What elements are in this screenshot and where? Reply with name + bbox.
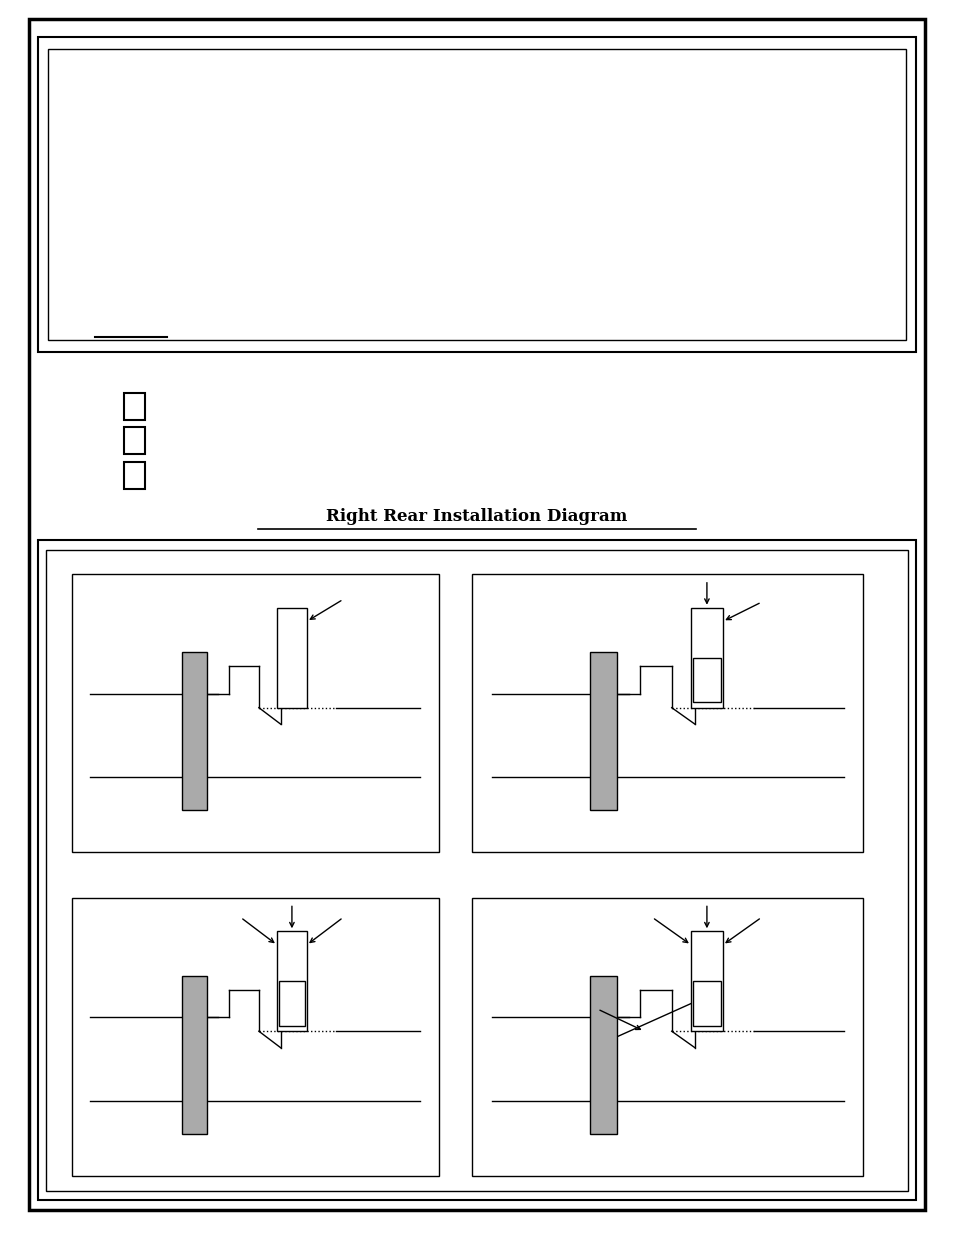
Bar bbox=[124, 393, 145, 420]
Bar bbox=[181, 652, 207, 810]
Bar bbox=[46, 550, 907, 1191]
Bar bbox=[71, 574, 438, 852]
Bar bbox=[589, 652, 617, 810]
Bar bbox=[277, 608, 306, 708]
Bar bbox=[124, 462, 145, 489]
Bar bbox=[124, 427, 145, 454]
Bar bbox=[181, 976, 207, 1134]
Bar bbox=[38, 37, 915, 352]
Bar bbox=[693, 981, 720, 1025]
Bar bbox=[38, 540, 915, 1200]
Text: Right Rear Installation Diagram: Right Rear Installation Diagram bbox=[326, 508, 627, 525]
Bar bbox=[472, 574, 862, 852]
Bar bbox=[48, 49, 905, 340]
Bar bbox=[589, 976, 617, 1134]
Bar bbox=[472, 898, 862, 1176]
Bar bbox=[279, 981, 304, 1025]
Bar bbox=[693, 658, 720, 701]
Bar bbox=[691, 931, 721, 1031]
Bar bbox=[277, 931, 306, 1031]
Bar bbox=[71, 898, 438, 1176]
Bar bbox=[691, 608, 721, 708]
